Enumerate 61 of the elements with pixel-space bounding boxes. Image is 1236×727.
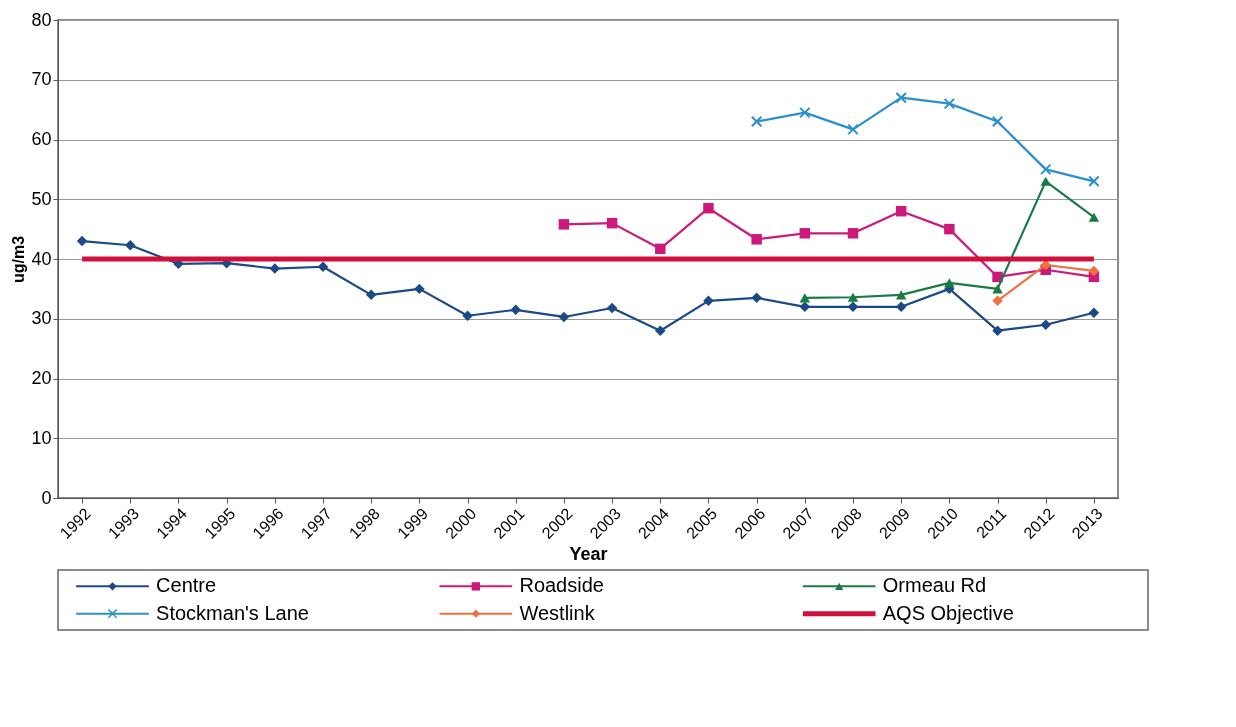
legend-label: AQS Objective	[882, 601, 1014, 624]
point	[799, 228, 811, 239]
point	[847, 301, 859, 313]
point	[750, 115, 763, 128]
point	[414, 283, 425, 295]
point	[317, 261, 329, 273]
point	[655, 243, 666, 255]
y-tick-label: 0	[41, 487, 52, 508]
y-tick-label: 10	[31, 427, 52, 448]
point	[462, 310, 473, 322]
point	[895, 205, 907, 217]
point	[847, 123, 859, 136]
point	[703, 295, 714, 307]
y-tick-label: 40	[31, 248, 52, 269]
point	[847, 228, 859, 239]
point	[992, 325, 1003, 336]
point	[895, 301, 907, 313]
y-tick-label: 70	[31, 69, 52, 90]
point	[510, 304, 521, 316]
point	[992, 284, 1003, 294]
point	[1040, 176, 1051, 186]
point	[1088, 212, 1100, 222]
point	[751, 234, 762, 245]
point	[847, 292, 859, 302]
x-axis-title: Year	[569, 543, 608, 564]
point	[895, 91, 907, 104]
legend-label: Stockman's Lane	[156, 601, 309, 624]
point	[655, 325, 666, 336]
point	[944, 223, 955, 235]
point	[76, 235, 88, 247]
legend-label: Centre	[156, 574, 217, 597]
point	[991, 115, 1004, 128]
point	[1040, 319, 1051, 330]
point	[1088, 265, 1100, 277]
point	[1039, 163, 1052, 176]
point	[992, 295, 1003, 307]
point	[606, 217, 618, 229]
point	[606, 302, 618, 314]
y-axis-title: ug/m3	[10, 235, 28, 284]
point	[943, 97, 956, 110]
point	[799, 293, 811, 303]
point	[1088, 175, 1100, 188]
point	[751, 292, 762, 304]
point	[558, 219, 570, 230]
legend-label: Ormeau Rd	[882, 574, 987, 597]
legend-label: Roadside	[519, 574, 604, 597]
point	[799, 301, 811, 313]
point	[799, 106, 811, 119]
legend-label: Westlink	[519, 601, 596, 624]
point	[703, 202, 714, 214]
y-tick-label: 80	[31, 9, 52, 30]
y-tick-label: 30	[31, 308, 52, 329]
y-tick-label: 20	[31, 368, 52, 388]
y-tick-label: 50	[31, 188, 52, 209]
point	[895, 290, 907, 300]
point	[1088, 307, 1100, 319]
point	[125, 240, 136, 251]
point	[365, 289, 377, 301]
point	[558, 311, 570, 323]
y-tick-label: 60	[31, 129, 52, 149]
point	[269, 263, 281, 274]
